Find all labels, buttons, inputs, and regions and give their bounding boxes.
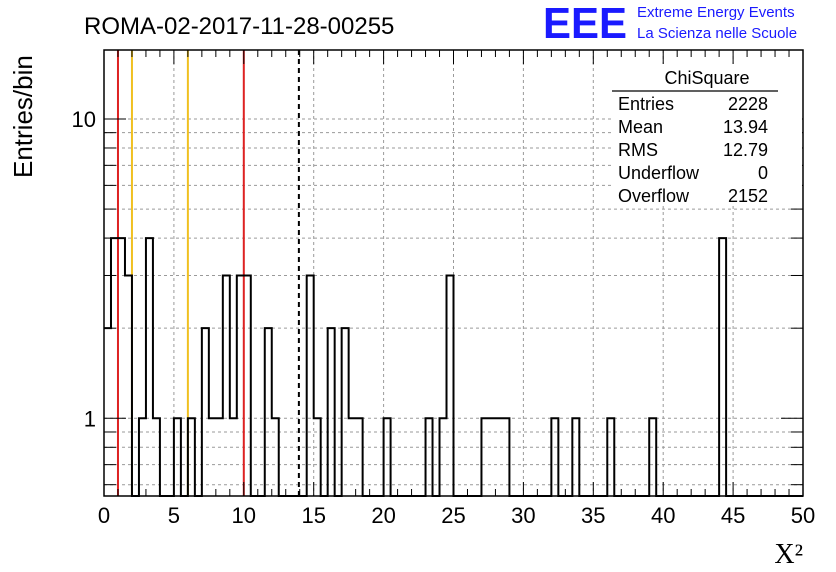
histogram-bin	[447, 275, 454, 496]
stats-rows: Entries 2228 Mean 13.94 RMS 12.79 Underflow 0 Ov…	[618, 94, 768, 206]
histogram-bin	[118, 238, 125, 496]
x-tick-label: 40	[651, 503, 675, 528]
histogram-bin	[237, 275, 244, 496]
stats-title: ChiSquare	[664, 68, 749, 88]
stats-row-value: 0	[758, 163, 768, 183]
x-tick-label: 0	[98, 503, 110, 528]
x-tick-label: 25	[441, 503, 465, 528]
x-tick-label: 15	[301, 503, 325, 528]
histogram-bin	[146, 238, 153, 496]
stats-row-label: Entries	[618, 94, 674, 114]
y-tick-label: 10	[72, 107, 96, 132]
x-tick-label: 35	[581, 503, 605, 528]
axis-ticks	[103, 50, 804, 496]
histogram-bin	[307, 275, 314, 496]
stats-row-value: 2228	[728, 94, 768, 114]
stats-row-value: 12.79	[723, 140, 768, 160]
x-tick-label: 50	[791, 503, 815, 528]
logo-mark: EEE	[543, 0, 627, 48]
histogram-bars	[104, 237, 803, 497]
histogram-bin	[104, 328, 111, 496]
x-tick-label: 10	[232, 503, 256, 528]
histogram-bin	[111, 238, 118, 496]
stats-row-label: Mean	[618, 117, 663, 137]
stats-row-label: Underflow	[618, 163, 700, 183]
x-tick-label: 5	[168, 503, 180, 528]
histogram-bin	[328, 328, 335, 496]
x-axis-label: X²	[774, 539, 803, 570]
x-tick-label: 20	[371, 503, 395, 528]
stats-box-background	[612, 64, 802, 206]
x-tick-label: 30	[511, 503, 535, 528]
eee-logo: EEE Extreme Energy Events La Scienza nel…	[543, 0, 797, 48]
histogram-bin	[223, 275, 230, 496]
logo-line-2: La Scienza nelle Scuole	[637, 25, 797, 42]
logo-line-1: Extreme Energy Events	[637, 4, 795, 21]
x-tick-label: 45	[721, 503, 745, 528]
stats-box: ChiSquare Entries 2228 Mean 13.94 RMS 12.79 Un…	[612, 64, 802, 206]
stats-row-label: Overflow	[618, 186, 690, 206]
chart-title: ROMA-02-2017-11-28-00255	[84, 13, 394, 40]
stats-row-value: 2152	[728, 186, 768, 206]
histogram-outline	[104, 237, 803, 497]
y-tick-label: 1	[84, 406, 96, 431]
histogram-bin	[125, 275, 132, 496]
y-axis-label: Entries/bin	[8, 55, 38, 178]
histogram-bin	[342, 328, 349, 496]
stats-row-label: RMS	[618, 140, 658, 160]
histogram-bin	[202, 328, 209, 496]
histogram-bin	[265, 328, 272, 496]
stats-row-value: 13.94	[723, 117, 768, 137]
histogram-bin	[719, 238, 726, 496]
histogram-bin	[244, 275, 251, 496]
tick-labels: 0 5 10 15 20 25 30 35 40 45 50 1 10	[72, 107, 816, 528]
